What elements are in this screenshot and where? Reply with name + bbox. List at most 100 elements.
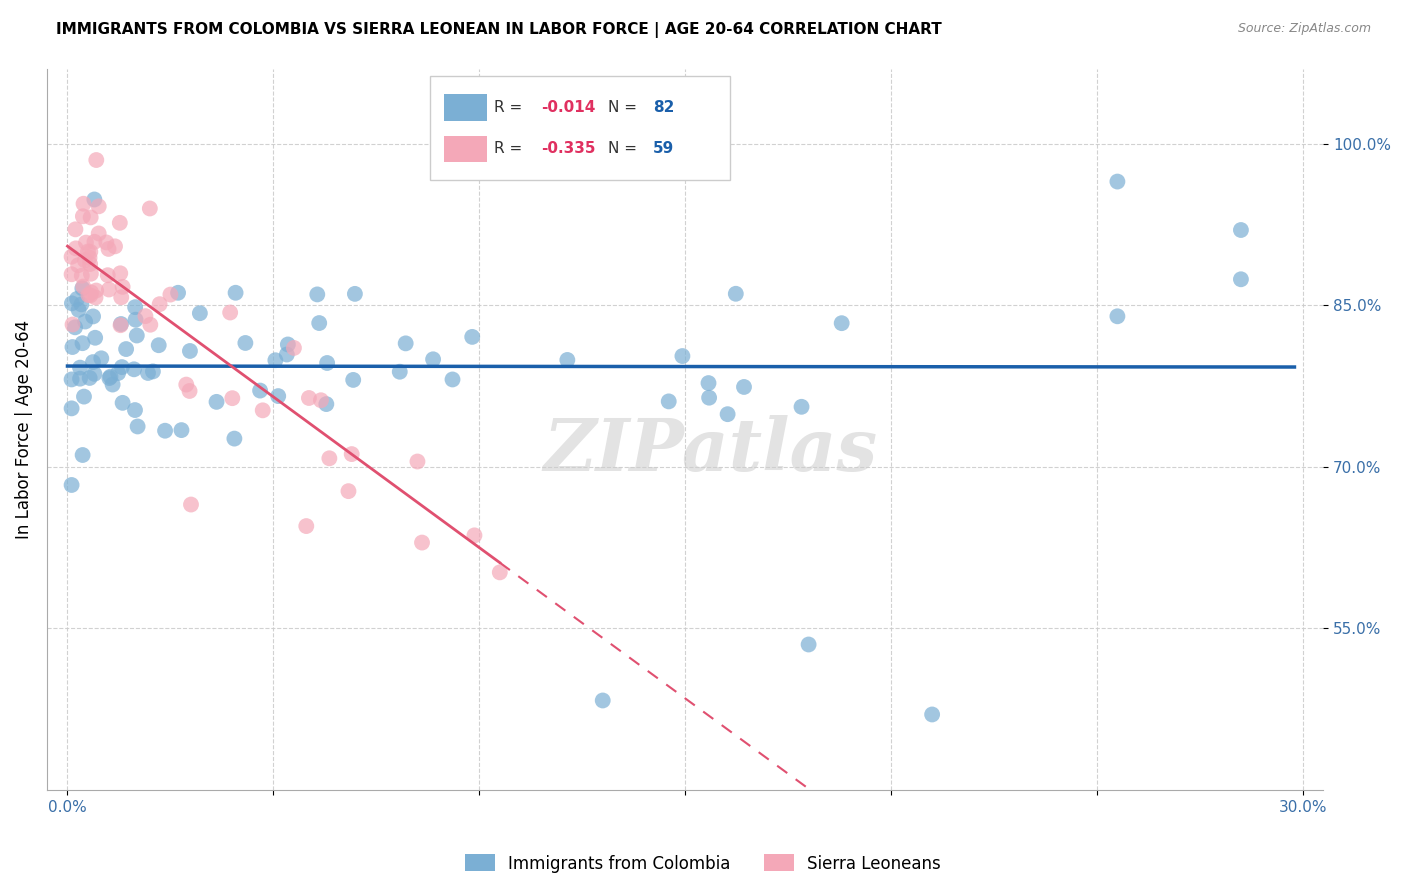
Point	[697, 376, 720, 390]
Point	[110, 317, 132, 331]
Text: R =: R =	[494, 100, 527, 115]
Point	[75, 314, 97, 328]
Point	[658, 394, 681, 409]
Point	[72, 336, 94, 351]
Point	[142, 364, 165, 378]
Point	[411, 535, 433, 549]
Point	[134, 309, 156, 323]
Point	[110, 318, 132, 333]
Point	[84, 284, 107, 298]
Point	[235, 335, 257, 350]
Legend: Immigrants from Colombia, Sierra Leoneans: Immigrants from Colombia, Sierra Leonean…	[458, 847, 948, 880]
Point	[697, 391, 720, 405]
FancyBboxPatch shape	[444, 95, 488, 121]
Point	[72, 209, 94, 223]
Point	[219, 305, 242, 319]
Point	[1107, 310, 1129, 324]
FancyBboxPatch shape	[430, 76, 730, 180]
Point	[1230, 272, 1253, 286]
Point	[224, 432, 246, 446]
Point	[388, 365, 411, 379]
Point	[441, 372, 464, 386]
Point	[101, 377, 124, 392]
Point	[733, 380, 755, 394]
Text: IMMIGRANTS FROM COLOMBIA VS SIERRA LEONEAN IN LABOR FORCE | AGE 20-64 CORRELATIO: IMMIGRANTS FROM COLOMBIA VS SIERRA LEONE…	[56, 22, 942, 38]
Point	[67, 258, 90, 272]
Point	[73, 253, 96, 268]
Point	[671, 349, 693, 363]
Point	[79, 244, 101, 259]
Point	[225, 285, 247, 300]
Point	[83, 193, 105, 207]
Point	[406, 454, 429, 468]
Point	[97, 283, 120, 297]
Text: ZIPatlas: ZIPatlas	[544, 416, 877, 486]
Point	[122, 362, 145, 376]
Point	[84, 290, 107, 304]
FancyBboxPatch shape	[444, 136, 488, 162]
Point	[69, 371, 91, 385]
Point	[75, 235, 97, 250]
Point	[264, 353, 287, 368]
Point	[139, 202, 162, 216]
Point	[180, 498, 202, 512]
Point	[111, 280, 134, 294]
Point	[149, 297, 172, 311]
Point	[90, 351, 112, 366]
Point	[107, 366, 129, 380]
Point	[60, 250, 83, 264]
Point	[148, 338, 170, 352]
Point	[557, 353, 579, 368]
Text: N =: N =	[609, 100, 643, 115]
Point	[340, 447, 363, 461]
Point	[252, 403, 274, 417]
Point	[98, 371, 121, 385]
Point	[124, 312, 146, 326]
Point	[318, 451, 340, 466]
Point	[309, 393, 332, 408]
Point	[797, 638, 820, 652]
Point	[124, 300, 146, 314]
Point	[67, 302, 90, 317]
Point	[249, 384, 271, 398]
Point	[315, 397, 337, 411]
Point	[84, 153, 107, 167]
Point	[79, 211, 101, 225]
Point	[79, 288, 101, 302]
Point	[463, 528, 485, 542]
Point	[221, 391, 243, 405]
Point	[167, 285, 190, 300]
Point	[82, 310, 104, 324]
Point	[60, 267, 83, 281]
Text: Source: ZipAtlas.com: Source: ZipAtlas.com	[1237, 22, 1371, 36]
Point	[831, 316, 853, 330]
Point	[60, 372, 83, 386]
Point	[72, 448, 94, 462]
Point	[83, 367, 105, 381]
Point	[84, 331, 107, 345]
Point	[77, 244, 100, 259]
Point	[153, 424, 176, 438]
Point	[65, 241, 87, 255]
Point	[342, 373, 364, 387]
Point	[170, 423, 193, 437]
Point	[111, 360, 134, 375]
Point	[159, 287, 181, 301]
Point	[100, 369, 122, 384]
Point	[395, 336, 418, 351]
Point	[308, 316, 330, 330]
Point	[83, 235, 105, 249]
Point	[276, 347, 298, 361]
Y-axis label: In Labor Force | Age 20-64: In Labor Force | Age 20-64	[15, 319, 32, 539]
Text: -0.014: -0.014	[541, 100, 595, 115]
Point	[343, 286, 366, 301]
Point	[188, 306, 211, 320]
Point	[87, 227, 110, 241]
Point	[125, 328, 148, 343]
Point	[592, 693, 614, 707]
Point	[104, 239, 127, 253]
Text: R =: R =	[494, 141, 527, 156]
Point	[62, 340, 84, 354]
Point	[77, 288, 100, 302]
Point	[337, 484, 360, 499]
